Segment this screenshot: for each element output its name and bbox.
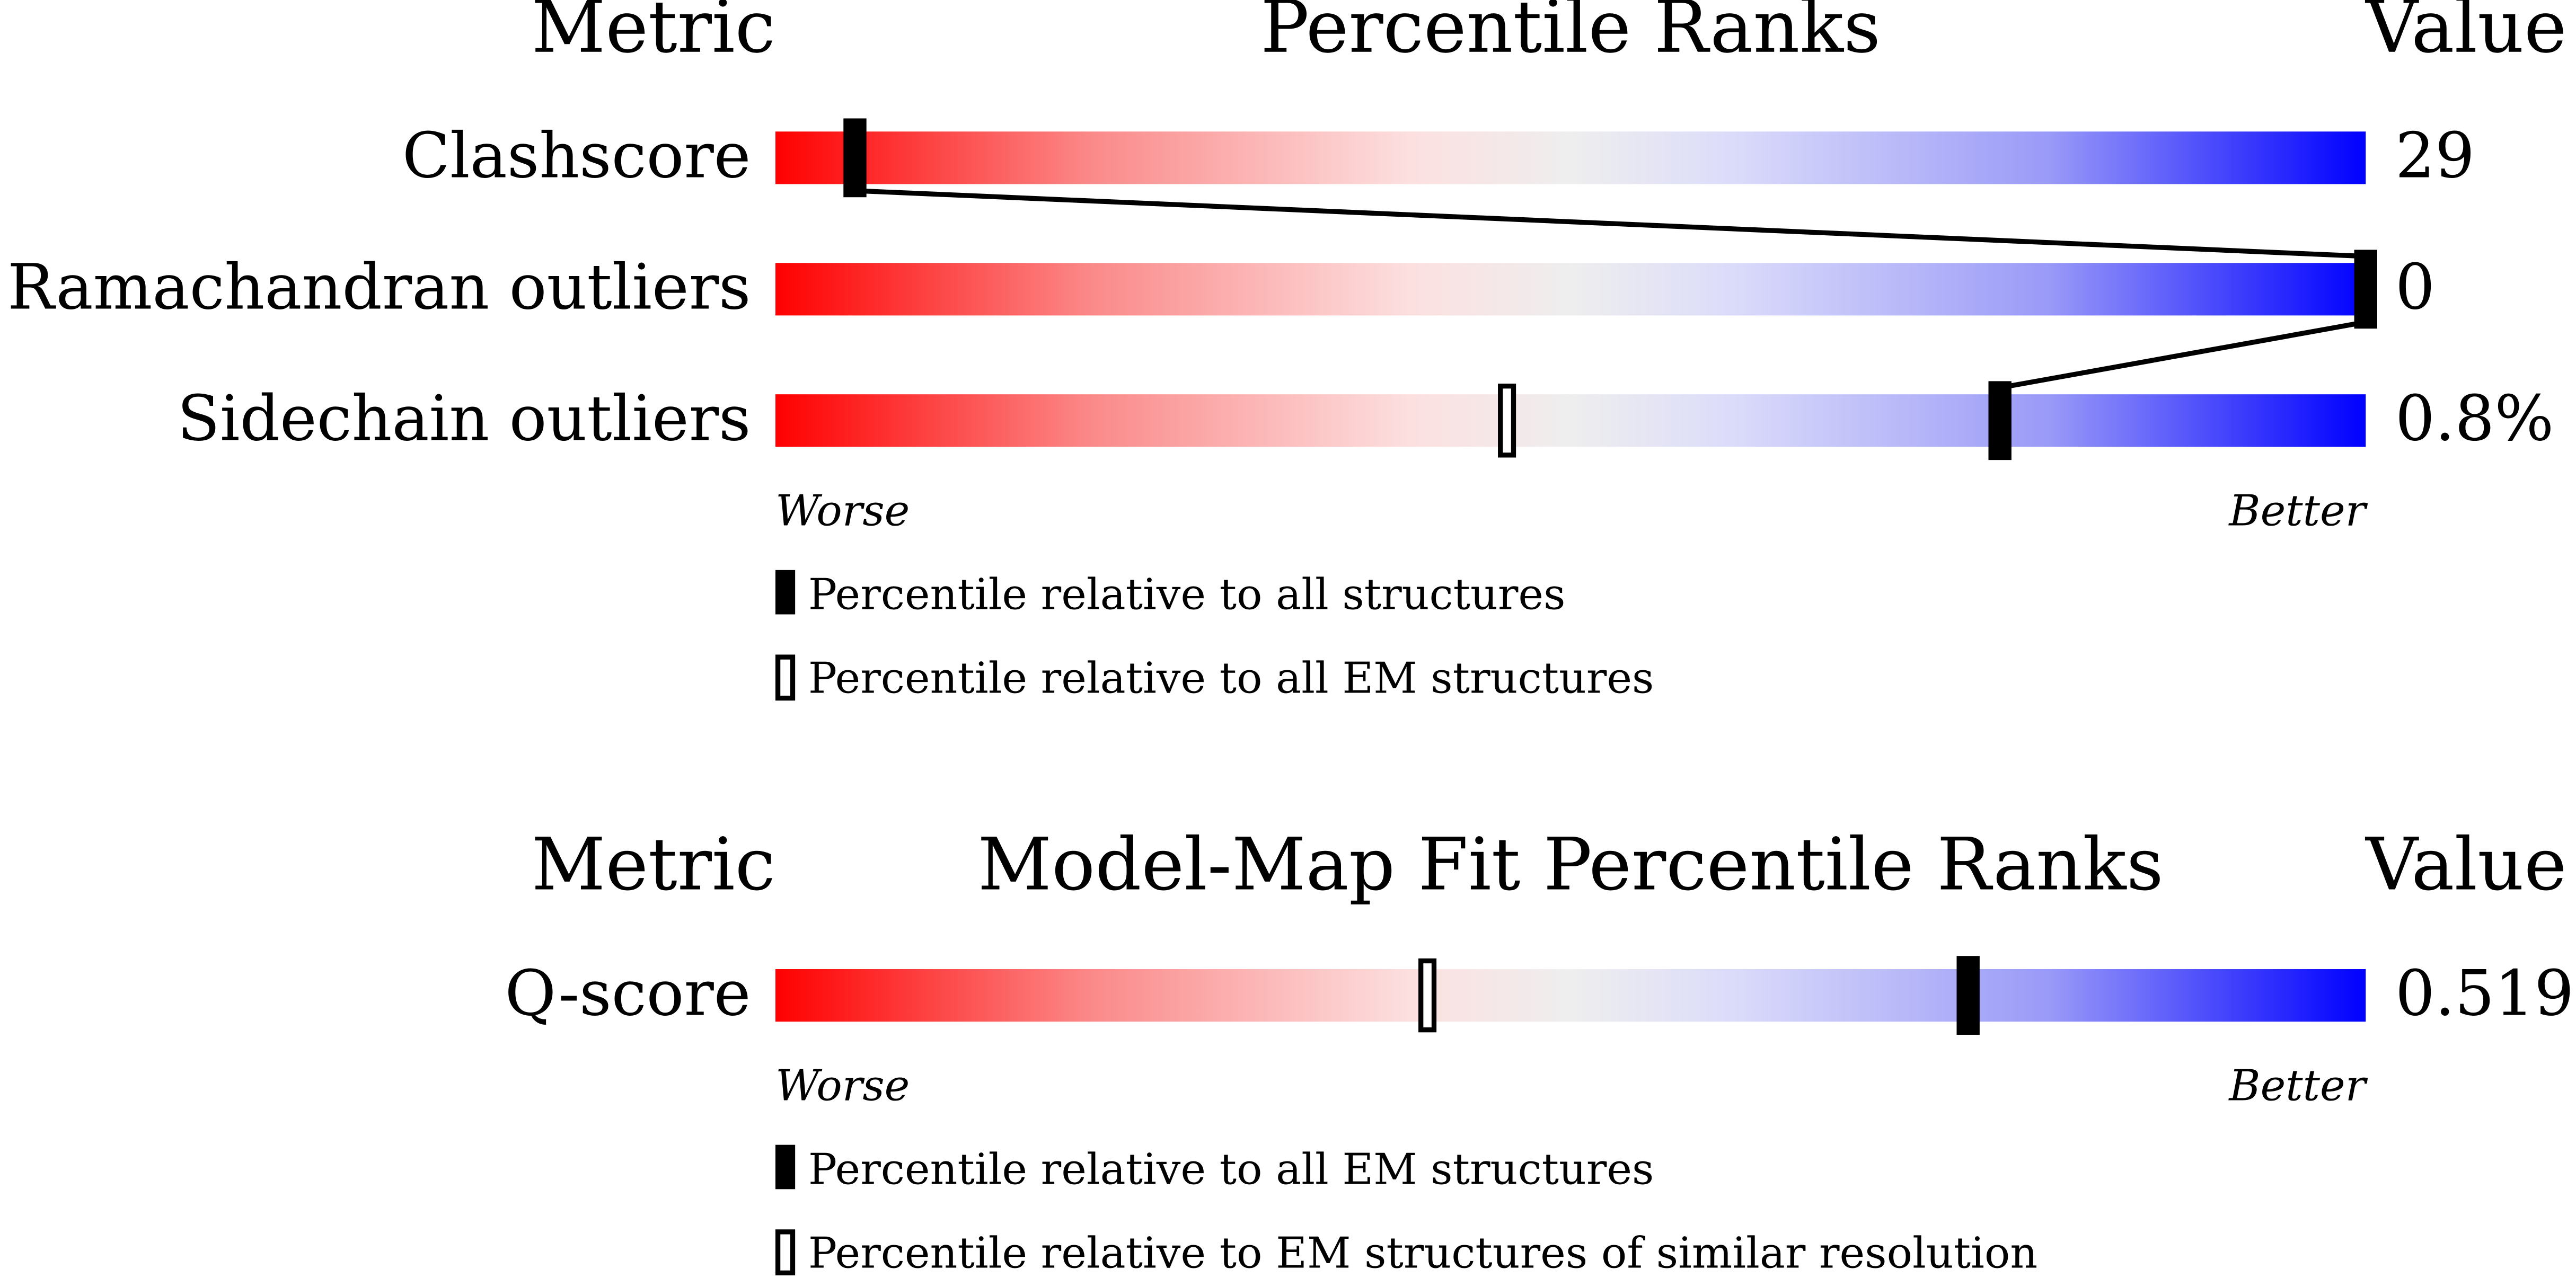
legend-hollow-text: Percentile relative to all EM structures: [808, 654, 1654, 704]
metric-label: Sidechain outliers: [177, 383, 751, 455]
header-metric: Metric: [532, 0, 775, 69]
better-label: Better: [2228, 486, 2368, 536]
filled-marker: [2354, 250, 2377, 329]
metric-value: 0: [2395, 251, 2435, 324]
metric-value: 0.519: [2395, 957, 2574, 1030]
hollow-marker: [1498, 384, 1516, 458]
legend-hollow-swatch: [775, 1229, 796, 1276]
legend-hollow-text: Percentile relative to EM structures of …: [808, 1228, 2037, 1278]
header-title: Model-Map Fit Percentile Ranks: [977, 823, 2163, 907]
filled-marker: [1956, 956, 1980, 1035]
header-title: Percentile Ranks: [1260, 0, 1881, 69]
worse-label: Worse: [775, 1061, 910, 1111]
header-value: Value: [2365, 0, 2566, 69]
connector: [854, 188, 2366, 259]
legend-hollow-swatch: [775, 654, 796, 701]
legend-filled-text: Percentile relative to all structures: [808, 570, 1566, 620]
better-label: Better: [2228, 1061, 2368, 1111]
metric-value: 29: [2395, 120, 2475, 192]
slider-bar: [775, 969, 2366, 1022]
metric-label: Q-score: [505, 957, 751, 1030]
worse-label: Worse: [775, 486, 910, 536]
slider-bar: [775, 394, 2366, 447]
legend-filled-swatch: [775, 570, 796, 615]
legend-filled-text: Percentile relative to all EM structures: [808, 1144, 1654, 1194]
header-metric: Metric: [532, 823, 775, 907]
header-value: Value: [2365, 823, 2566, 907]
connector: [1999, 320, 2367, 390]
legend-filled-swatch: [775, 1144, 796, 1190]
slider-bar: [775, 131, 2366, 184]
metric-label: Clashscore: [402, 120, 751, 192]
hollow-marker: [1418, 958, 1437, 1033]
metric-value: 0.8%: [2395, 383, 2554, 455]
filled-marker: [843, 118, 867, 198]
slider-bar: [775, 263, 2366, 316]
filled-marker: [1988, 381, 2012, 460]
metric-label: Ramachandran outliers: [7, 251, 751, 324]
